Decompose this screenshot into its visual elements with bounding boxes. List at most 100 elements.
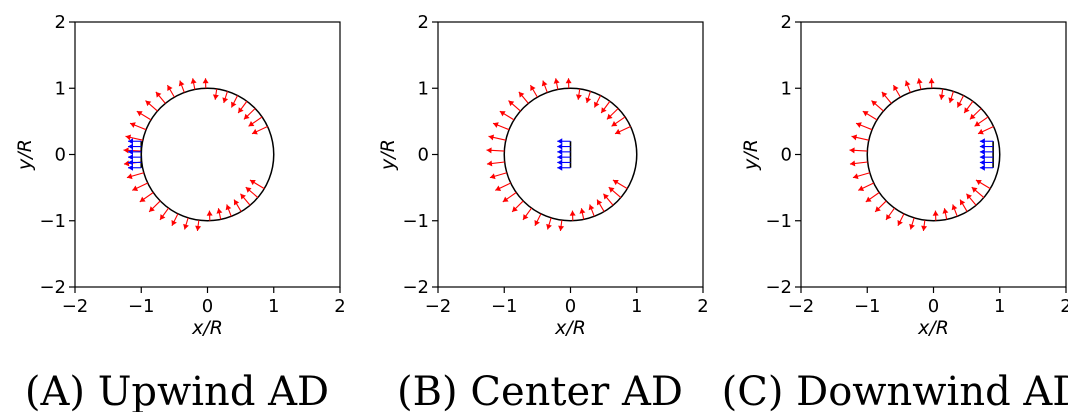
pressure-arrow [862, 110, 878, 121]
pressure-arrow [928, 78, 935, 89]
pressure-arrow [858, 182, 874, 191]
y-tick-label: 2 [55, 12, 66, 33]
pressure-arrow [909, 217, 915, 230]
pressure-arrow [230, 95, 239, 108]
pressure-arrow [518, 91, 529, 104]
thrust-arrow [979, 148, 994, 155]
pressure-arrow [183, 217, 189, 230]
pressure-arrow [971, 186, 985, 198]
thrust-arrow [979, 143, 994, 150]
y-tick-label: −1 [765, 211, 792, 232]
pressure-arrow [499, 110, 515, 121]
x-tick-label: 0 [565, 296, 576, 317]
subplot-caption: (B) Center AD [397, 369, 683, 412]
pressure-arrow [603, 193, 614, 206]
pressure-arrow [885, 207, 896, 221]
pressure-arrow [145, 100, 158, 112]
pressure-arrow [225, 204, 232, 217]
thrust-arrow [979, 154, 994, 161]
pressure-arrow [190, 78, 197, 90]
thrust-arrow [979, 159, 994, 166]
thrust-arrow [557, 159, 571, 166]
x-tick-label: −2 [788, 296, 815, 317]
pressure-arrow [237, 100, 248, 114]
thrust-arrow [557, 138, 571, 145]
pressure-arrow [600, 100, 611, 114]
subplot-1: −2 −1 0 1 2 −2 −1 0 1 2 x/R y/R (A) Upwind AD [14, 12, 346, 412]
pressure-arrow [851, 134, 869, 141]
y-tick-label: 0 [781, 145, 792, 166]
x-tick-label: 2 [1060, 296, 1068, 317]
pressure-arrow [534, 213, 542, 227]
thrust-arrow [128, 159, 142, 166]
pressure-arrow [975, 179, 991, 190]
pressure-arrow [611, 116, 626, 127]
y-axis-label: y/R [14, 139, 36, 171]
y-tick-label: −2 [765, 277, 792, 298]
pressure-arrow [136, 110, 152, 121]
pressure-arrow [932, 210, 939, 221]
x-tick-label: 1 [994, 296, 1005, 317]
pressure-arrow [222, 91, 229, 104]
x-axis-label: x/R [191, 317, 223, 339]
cylinder-outline [140, 87, 275, 222]
pressure-arrow [249, 179, 265, 190]
y-tick-label: −2 [402, 277, 429, 298]
thrust-arrow [979, 138, 994, 145]
pressure-arrow [248, 116, 263, 127]
y-tick-label: 1 [418, 78, 429, 99]
pressure-arrow [508, 100, 521, 112]
subplot-3: −2 −1 0 1 2 −2 −1 0 1 2 x/R y/R (C) Downwind AD [722, 12, 1068, 412]
pressure-arrow [897, 213, 905, 227]
pressure-arrow [148, 200, 161, 213]
pressure-arrow [855, 122, 873, 131]
pressure-arrow [171, 213, 179, 227]
pressure-arrow [852, 172, 870, 180]
thrust-vectors [979, 138, 994, 171]
pressure-arrow [178, 80, 185, 93]
subplot-2: −2 −1 0 1 2 −2 −1 0 1 2 x/R y/R (B) Center AD [377, 12, 709, 412]
thrust-arrow [128, 148, 142, 155]
thrust-arrow [557, 154, 571, 161]
y-tick-label: 2 [418, 12, 429, 33]
pressure-arrow [159, 207, 170, 221]
pressure-arrow [948, 91, 955, 104]
pressure-arrow [553, 78, 560, 90]
y-tick-label: −1 [39, 211, 66, 232]
pressure-arrow [541, 80, 548, 93]
pressure-arrow [132, 182, 148, 191]
pressure-arrow [593, 95, 602, 108]
pressure-arrow [502, 192, 517, 203]
pressure-arrow [974, 116, 989, 127]
pressure-arrow [486, 147, 505, 154]
pressure-arrow [492, 122, 510, 131]
x-tick-label: 1 [631, 296, 642, 317]
pressure-arrow [125, 134, 143, 141]
pressure-arrow [956, 95, 965, 108]
x-tick-label: 1 [268, 296, 279, 317]
pressure-arrow [243, 108, 256, 120]
pressure-arrow [849, 160, 868, 167]
pressure-arrow [489, 172, 507, 180]
pressure-arrow [849, 147, 868, 154]
x-axis-label: x/R [917, 317, 949, 339]
pressure-arrow [558, 220, 565, 232]
y-axis-label: y/R [740, 139, 762, 171]
thrust-arrow [128, 154, 142, 161]
pressure-arrow [216, 208, 223, 220]
pressure-arrow [614, 126, 631, 135]
x-tick-label: 0 [202, 296, 213, 317]
x-tick-label: −1 [128, 296, 155, 317]
pressure-arrow [938, 88, 945, 100]
y-tick-label: 1 [781, 78, 792, 99]
pressure-arrow [486, 160, 505, 167]
pressure-arrow [488, 134, 506, 141]
pressure-arrow [608, 186, 622, 198]
thrust-arrow [128, 138, 142, 145]
thrust-arrow [128, 143, 142, 150]
y-tick-label: 0 [55, 145, 66, 166]
pressure-arrow [529, 84, 538, 98]
pressure-arrow [874, 200, 887, 213]
axes-frame [74, 21, 341, 288]
